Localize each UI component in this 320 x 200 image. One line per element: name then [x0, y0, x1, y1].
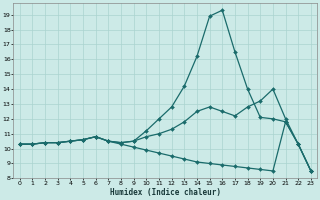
X-axis label: Humidex (Indice chaleur): Humidex (Indice chaleur) — [110, 188, 221, 197]
